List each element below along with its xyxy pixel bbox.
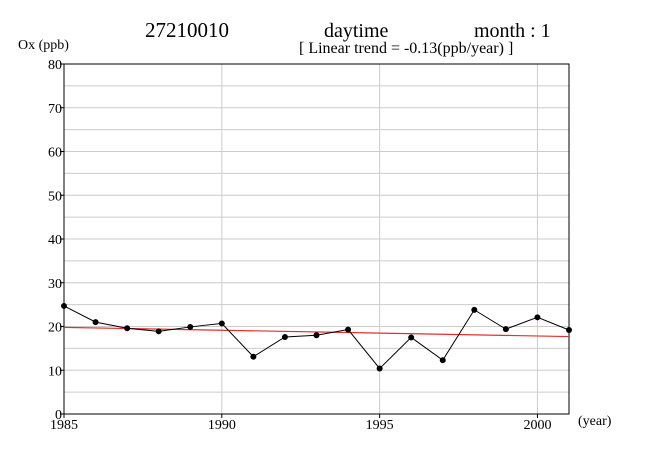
series-group: [61, 302, 572, 372]
x-tick-label: 1990: [208, 418, 236, 433]
data-point: [281, 334, 288, 340]
data-point: [250, 353, 257, 360]
data-point: [155, 328, 162, 335]
y-tick-label: 0: [55, 408, 62, 423]
x-tick-label: 2000: [523, 418, 551, 433]
trend-label: [ Linear trend = -0.13(ppb/year) ]: [299, 40, 514, 57]
month-label: month : 1: [474, 20, 551, 42]
trend-line-group: [63, 326, 570, 338]
y-tick-label: 60: [48, 146, 62, 161]
data-point: [124, 325, 131, 332]
y-tick-label: 20: [48, 321, 62, 336]
x-axis-label: (year): [578, 414, 612, 429]
y-axis-label: Ox (ppb): [18, 38, 69, 53]
y-tick-label: 10: [48, 364, 62, 379]
grid: [64, 64, 569, 414]
data-point: [61, 302, 67, 309]
data-point: [92, 319, 99, 326]
station-id: 27210010: [145, 18, 229, 42]
period-label: daytime: [324, 20, 389, 42]
data-point: [218, 320, 225, 327]
x-tick-label: 1985: [50, 418, 78, 433]
data-point: [187, 323, 194, 330]
data-point: [408, 334, 415, 341]
y-tick-label: 50: [48, 189, 62, 204]
data-point: [376, 365, 383, 372]
axes: [60, 63, 570, 418]
y-tick-label: 70: [48, 102, 62, 117]
data-point: [439, 357, 446, 364]
y-tick-label: 80: [48, 58, 62, 73]
data-point: [566, 327, 572, 333]
y-tick-label: 40: [48, 233, 62, 248]
y-tick-label: 30: [48, 277, 62, 292]
x-tick-label: 1995: [366, 418, 394, 433]
data-point: [313, 332, 320, 339]
data-point: [471, 306, 478, 313]
data-point: [502, 326, 509, 333]
data-point: [345, 326, 352, 333]
tick-labels: 0 10 20 30 40 50 60 70 80 1985 1990 1995 2000: [48, 58, 551, 433]
trend-line: [63, 326, 570, 338]
data-point: [534, 314, 541, 321]
